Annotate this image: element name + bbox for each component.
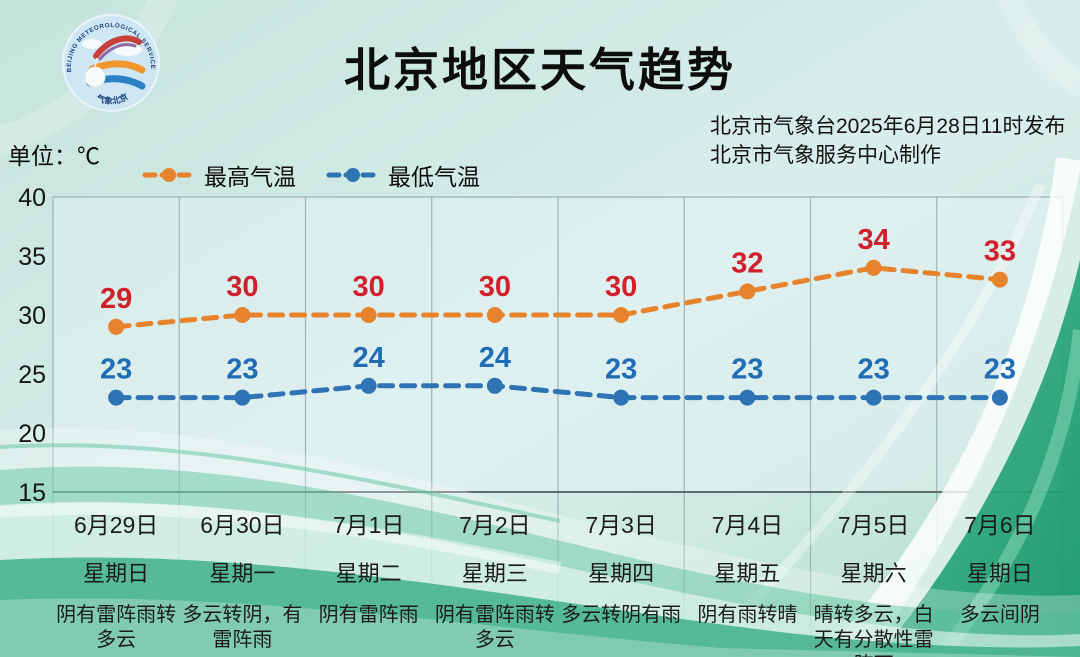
data-point bbox=[991, 271, 1008, 288]
forecast-day-cell: 7月6日星期日多云间阴 bbox=[937, 492, 1063, 657]
publisher-info: 北京市气象台2025年6月28日11时发布 北京市气象服务中心制作 bbox=[710, 112, 1066, 170]
forecast-weekday: 星期五 bbox=[714, 561, 781, 586]
y-axis-tick-label: 30 bbox=[18, 302, 46, 330]
value-label: 23 bbox=[984, 354, 1016, 386]
data-point bbox=[486, 307, 503, 323]
value-label: 23 bbox=[226, 354, 258, 386]
high-temp-line-icon bbox=[142, 168, 196, 182]
forecast-weekday: 星期三 bbox=[461, 561, 528, 586]
data-point bbox=[486, 377, 503, 394]
plot-area bbox=[52, 196, 1064, 493]
forecast-date: 7月4日 bbox=[711, 512, 784, 538]
issued-time-text: 北京市气象台2025年6月28日11时发布 bbox=[710, 115, 1066, 138]
low-temp-line-icon bbox=[326, 168, 380, 182]
data-point bbox=[991, 389, 1008, 406]
producer-text: 北京市气象服务中心制作 bbox=[710, 144, 941, 167]
page-title: 北京地区天气趋势 bbox=[344, 44, 736, 96]
value-label: 23 bbox=[857, 354, 889, 386]
value-label: 30 bbox=[605, 271, 637, 303]
forecast-weather: 晴转多云，白天有分散性雷阵雨 bbox=[813, 604, 934, 657]
value-label: 23 bbox=[100, 354, 132, 386]
forecast-date: 6月29日 bbox=[73, 512, 159, 538]
forecast-weekday: 星期二 bbox=[335, 561, 402, 586]
value-label: 34 bbox=[857, 224, 889, 256]
data-point bbox=[739, 283, 756, 300]
legend-item-low-temp: 最低气温 bbox=[326, 158, 480, 192]
forecast-day-cell: 7月3日星期四多云转阴有雨 bbox=[558, 492, 684, 657]
chart-legend: 最高气温 最低气温 bbox=[142, 158, 480, 192]
forecast-table: 6月29日 星期日 阴有雷阵雨转多云 6月30日 星期一 多云转阴，有雷阵雨 7月1日 星期二… bbox=[53, 492, 1063, 657]
forecast-weather: 多云转阴有雨 bbox=[561, 604, 682, 626]
value-label: 32 bbox=[731, 247, 763, 279]
data-point bbox=[613, 307, 630, 323]
legend-label-high: 最高气温 bbox=[204, 164, 296, 190]
value-label: 24 bbox=[479, 342, 511, 374]
forecast-weather: 阴有雷阵雨 bbox=[318, 604, 419, 626]
unit-label: 单位：℃ bbox=[8, 143, 100, 169]
data-point bbox=[865, 389, 882, 406]
legend-label-low: 最低气温 bbox=[388, 164, 480, 190]
forecast-day-cell: 7月2日星期三阴有雷阵雨转多云 bbox=[432, 492, 558, 657]
data-point bbox=[360, 377, 377, 394]
value-label: 24 bbox=[352, 342, 384, 374]
value-label: 30 bbox=[226, 271, 258, 303]
y-axis-tick-label: 15 bbox=[18, 479, 46, 507]
data-point bbox=[739, 389, 756, 406]
y-axis-tick-label: 25 bbox=[18, 361, 46, 389]
y-axis-tick-label: 20 bbox=[18, 420, 46, 448]
forecast-date: 7月3日 bbox=[585, 512, 657, 538]
forecast-weekday: 星期日 bbox=[83, 561, 150, 586]
data-point bbox=[108, 318, 125, 335]
forecast-weather: 阴有雷阵雨转多云 bbox=[56, 604, 177, 651]
value-label: 30 bbox=[479, 271, 511, 303]
forecast-weather: 多云间阴 bbox=[959, 604, 1040, 626]
forecast-date: 7月5日 bbox=[837, 512, 910, 538]
forecast-day-cell: 7月1日星期二阴有雷阵雨 bbox=[306, 492, 432, 657]
beijing-meteorological-service-logo-icon: BEIJING METEOROLOGICAL SERVICE 气象北京 bbox=[62, 14, 160, 112]
legend-item-high-temp: 最高气温 bbox=[142, 158, 296, 192]
value-label: 23 bbox=[605, 354, 637, 386]
data-point bbox=[865, 259, 882, 276]
forecast-date: 6月30日 bbox=[200, 512, 285, 538]
forecast-weekday: 星期一 bbox=[209, 561, 276, 586]
forecast-weather: 多云转阴，有雷阵雨 bbox=[182, 604, 303, 651]
y-axis-tick-label: 40 bbox=[18, 184, 46, 212]
value-label: 30 bbox=[352, 271, 384, 303]
forecast-weather: 阴有雷阵雨转多云 bbox=[434, 604, 555, 651]
forecast-day-cell: 7月4日星期五阴有雨转晴 bbox=[684, 492, 810, 657]
svg-text:气象北京: 气象北京 bbox=[94, 91, 130, 106]
data-point bbox=[108, 389, 125, 406]
y-axis-tick-label: 35 bbox=[18, 243, 46, 271]
value-label: 33 bbox=[984, 236, 1016, 268]
forecast-weather: 阴有雨转晴 bbox=[697, 604, 798, 626]
data-point bbox=[613, 389, 630, 406]
temperature-line bbox=[113, 383, 1003, 401]
forecast-weekday: 星期六 bbox=[840, 561, 907, 586]
value-label: 23 bbox=[731, 354, 763, 386]
forecast-day-cell: 6月29日星期日阴有雷阵雨转多云 bbox=[53, 492, 179, 657]
temperature-line bbox=[113, 265, 1003, 330]
forecast-date: 7月1日 bbox=[332, 512, 405, 538]
forecast-day-cell: 6月30日星期一多云转阴，有雷阵雨 bbox=[179, 492, 305, 657]
forecast-weekday: 星期日 bbox=[966, 561, 1033, 586]
forecast-date: 7月2日 bbox=[459, 512, 531, 538]
data-point bbox=[234, 389, 251, 406]
data-point bbox=[360, 307, 377, 323]
value-label: 29 bbox=[100, 283, 132, 315]
forecast-weekday: 星期四 bbox=[588, 561, 655, 586]
forecast-date: 7月6日 bbox=[964, 512, 1036, 538]
data-point bbox=[234, 307, 251, 323]
